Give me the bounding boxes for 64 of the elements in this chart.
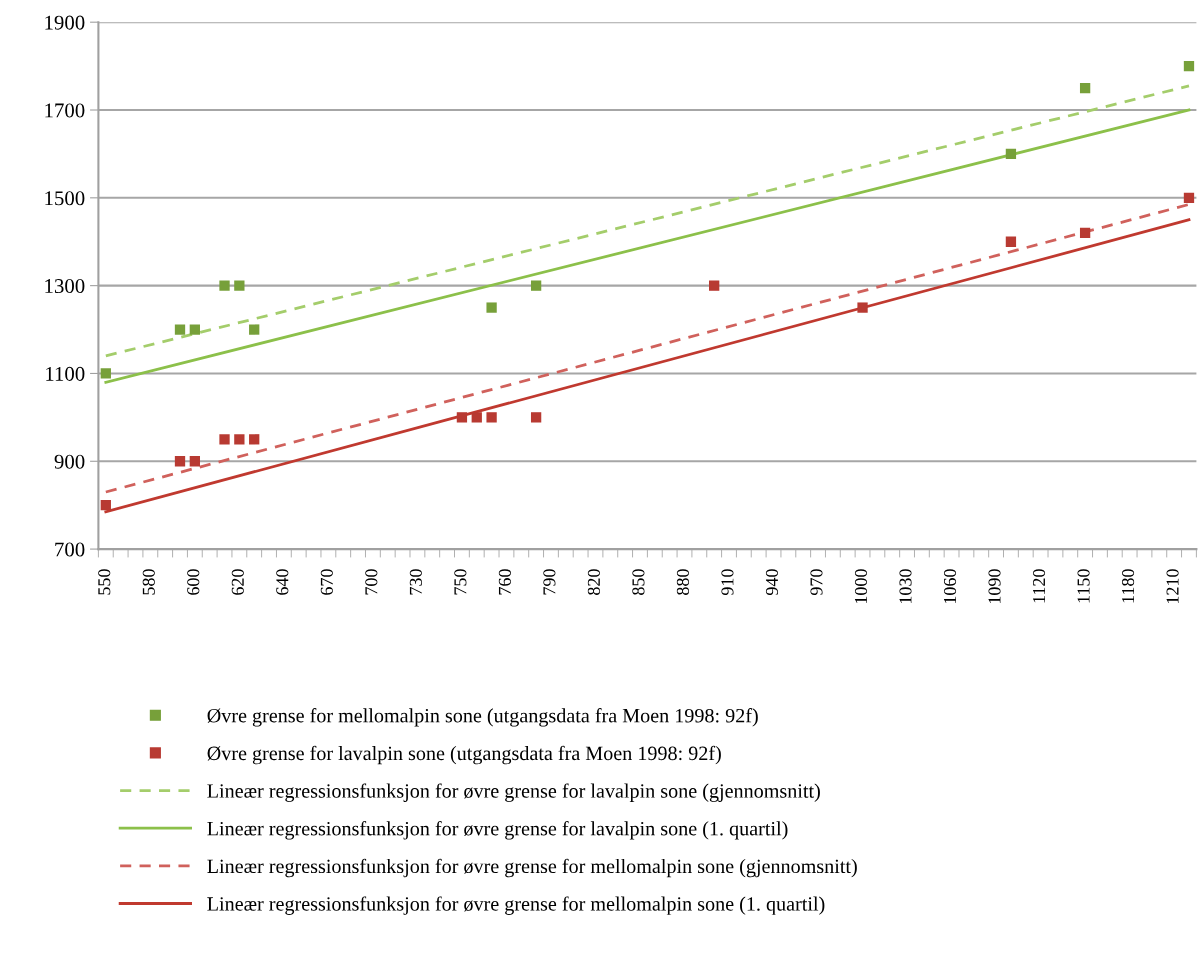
point bbox=[1079, 227, 1091, 239]
point bbox=[486, 412, 497, 423]
point bbox=[100, 368, 111, 379]
y-tick-label: 1700 bbox=[45, 103, 85, 118]
point bbox=[174, 324, 186, 335]
x-tick-label: 1030 bbox=[899, 569, 912, 604]
x-tick-label: 550 bbox=[98, 569, 111, 595]
x-tick-label: 1000 bbox=[854, 569, 868, 604]
x-tick-label: 1060 bbox=[943, 569, 957, 604]
point bbox=[486, 302, 497, 313]
y-tick-label: 1100 bbox=[46, 366, 85, 381]
x-tick-label: 750 bbox=[454, 569, 467, 595]
x-tick-label: 1150 bbox=[1077, 569, 1090, 603]
x-tick-label: 1180 bbox=[1121, 569, 1135, 603]
point bbox=[1079, 82, 1091, 94]
legend-label: Lineær regressionsfunksjon for øvre grense for lavalpin sone (gjennomsnitt) bbox=[207, 783, 820, 802]
point bbox=[1183, 60, 1195, 72]
x-tick-label: 1210 bbox=[1166, 569, 1179, 604]
point bbox=[189, 324, 200, 335]
point bbox=[249, 434, 260, 445]
y-tick-label: 1500 bbox=[45, 191, 85, 206]
y-tick-label: 700 bbox=[55, 542, 85, 557]
x-tick-label: 730 bbox=[409, 569, 422, 595]
point bbox=[530, 280, 542, 291]
legend-label: Øvre grense for mellomalpin sone (utgangsdata fra Moen 1998: 92f) bbox=[207, 708, 758, 727]
x-tick-label: 910 bbox=[721, 569, 734, 596]
point bbox=[1005, 236, 1017, 247]
x-tick-label: 790 bbox=[543, 569, 556, 595]
point bbox=[219, 280, 230, 291]
legend-label: Lineær regressionsfunksjon for øvre grense for lavalpin sone (1. quartil) bbox=[207, 821, 788, 840]
x-tick-label: 1090 bbox=[988, 569, 1001, 604]
legend-label: Øvre grense for lavalpin sone (utgangsdata fra Moen 1998: 92f) bbox=[207, 745, 721, 765]
point bbox=[709, 280, 720, 291]
point bbox=[174, 456, 186, 467]
x-tick-label: 620 bbox=[231, 569, 244, 595]
y-tick-label: 1900 bbox=[45, 15, 85, 30]
point bbox=[100, 500, 111, 511]
point bbox=[857, 302, 868, 313]
x-tick-label: 580 bbox=[142, 569, 155, 595]
point bbox=[249, 324, 260, 335]
point bbox=[1005, 148, 1017, 160]
x-tick-label: 640 bbox=[276, 569, 289, 595]
x-tick-label: 820 bbox=[587, 569, 600, 595]
point bbox=[530, 412, 542, 423]
point bbox=[234, 434, 245, 445]
point bbox=[234, 280, 245, 291]
x-tick-label: 700 bbox=[365, 569, 378, 595]
legend-label: Lineær regressionsfunksjon for øvre grense for mellomalpin sone (1. quartil) bbox=[207, 896, 825, 915]
x-tick-label: 970 bbox=[810, 569, 823, 596]
y-tick-label: 1300 bbox=[45, 279, 85, 294]
point bbox=[189, 456, 200, 467]
x-tick-label: 1120 bbox=[1032, 569, 1046, 603]
x-tick-label: 940 bbox=[765, 569, 779, 596]
point bbox=[1183, 192, 1195, 203]
point bbox=[219, 434, 230, 445]
point bbox=[456, 412, 468, 423]
legend-label: Lineær regressionsfunksjon for øvre grense for mellomalpin sone (gjennomsnitt) bbox=[207, 858, 857, 878]
x-tick-label: 850 bbox=[632, 569, 645, 595]
x-tick-label: 670 bbox=[320, 569, 333, 595]
x-tick-label: 600 bbox=[187, 569, 200, 595]
x-tick-label: 760 bbox=[498, 569, 511, 595]
x-tick-label: 880 bbox=[676, 569, 690, 595]
y-tick-label: 900 bbox=[54, 454, 85, 469]
point bbox=[471, 412, 482, 423]
